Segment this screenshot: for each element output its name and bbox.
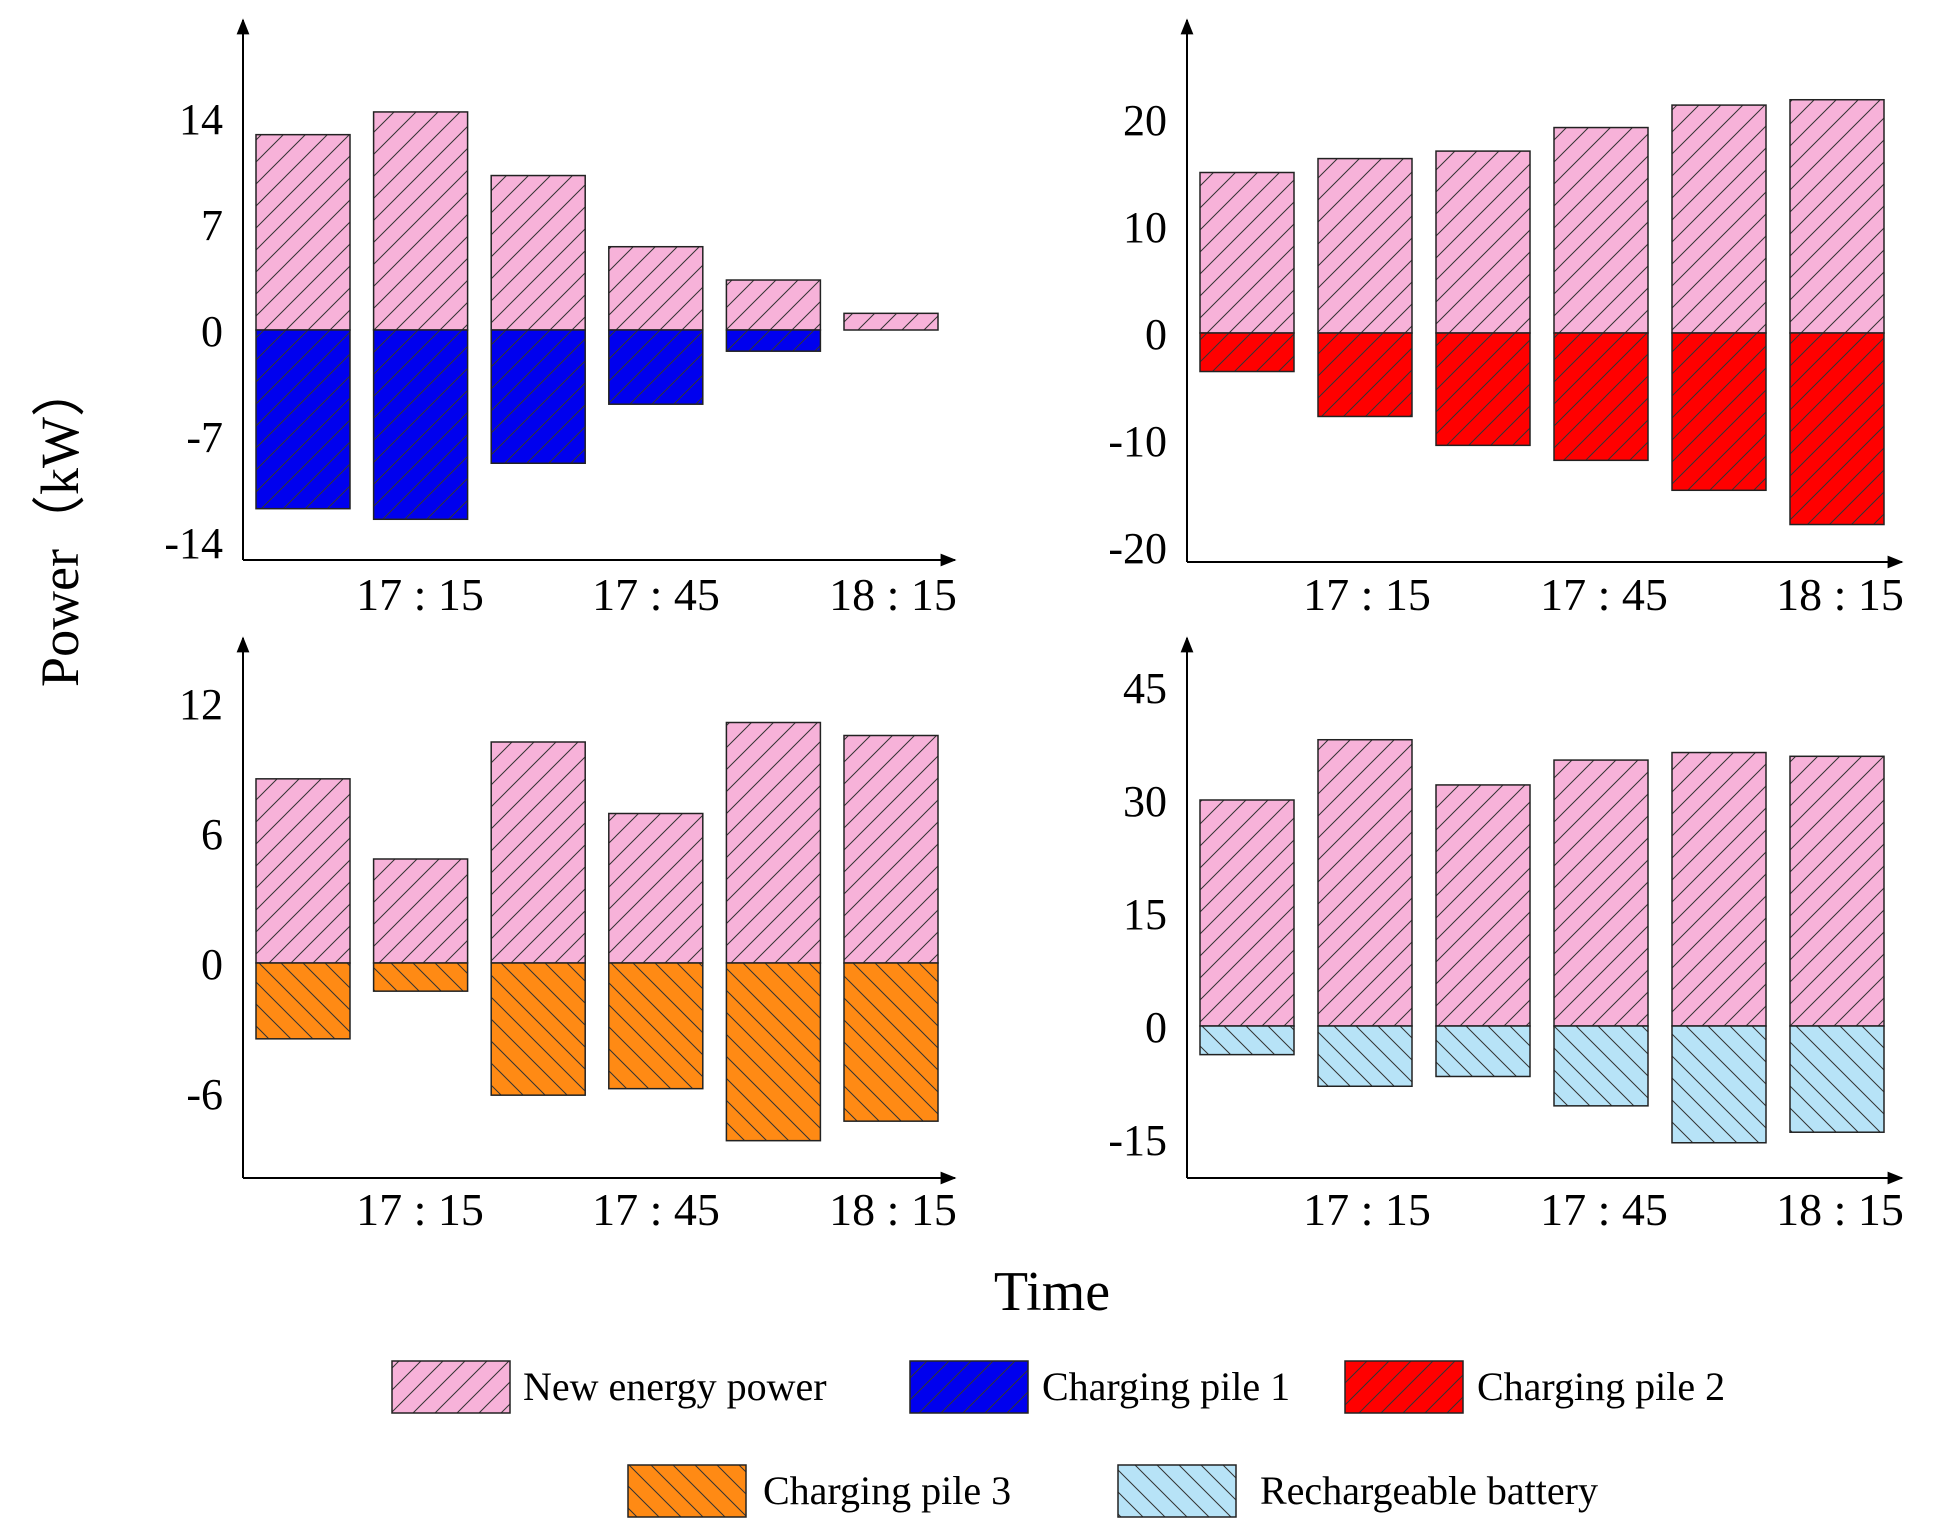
bar-hatch-new_energy-3 [1435,150,1531,334]
panel-bottom-right: 45 30 15 0 -15 17 : 15 17 : 45 18 : 15 [1108,636,1904,1235]
legend-label-pile3: Charging pile 3 [763,1468,1011,1513]
x-axis-label: Time [994,1261,1110,1323]
bar-hatch-pile2-2 [1317,332,1413,418]
bar-hatch-new_energy-1 [1199,171,1295,334]
bar-hatch-pile2-5 [1671,332,1767,492]
y-axis-label: Power（kW） [30,363,90,687]
legend-swatch-hatch-battery [1117,1464,1237,1518]
bar-hatch-new_energy-4 [608,245,704,331]
bar-hatch-new_energy-4 [1553,759,1649,1027]
y-tick-label: -7 [186,413,223,462]
bar-hatch-battery-1 [1199,1025,1295,1056]
y-tick-label: 7 [201,201,223,250]
x-tick-label: 18 : 15 [829,569,957,620]
bar-hatch-pile1-1 [255,329,351,510]
bar-hatch-pile2-4 [1553,332,1649,462]
y-tick-label: -10 [1108,417,1167,466]
x-tick-label: 18 : 15 [829,1184,957,1235]
bar-hatch-pile2-6 [1789,332,1885,526]
legend: New energy power Charging pile 1 Charging … [391,1360,1725,1518]
legend-swatch-hatch-new_energy [391,1360,511,1414]
y-tick-label: -14 [164,519,223,568]
bar-hatch-pile3-1 [255,962,351,1040]
y-tick-label: -6 [186,1070,223,1119]
bar-hatch-new_energy-1 [255,778,351,964]
bar-hatch-pile1-4 [608,329,704,405]
bar-hatch-new_energy-3 [1435,784,1531,1027]
bar-hatch-pile3-3 [490,962,586,1096]
bar-hatch-new_energy-5 [725,721,822,964]
bar-hatch-new_energy-2 [1317,157,1413,334]
bar-hatch-pile1-5 [725,329,822,352]
bar-hatch-pile3-6 [843,962,939,1122]
y-tick-label: 6 [201,810,223,859]
bar-hatch-new_energy-3 [490,174,586,331]
legend-swatch-hatch-pile2 [1344,1360,1464,1414]
bar-hatch-new_energy-5 [1671,751,1767,1027]
x-tick-label: 17 : 15 [1303,1184,1431,1235]
bar-hatch-new_energy-4 [1553,126,1649,334]
bar-hatch-pile3-5 [725,962,822,1142]
y-tick-label: 15 [1123,890,1167,939]
panel-top-left: 14 7 0 -7 -14 17 : 15 17 : 45 18 : 15 [164,18,957,620]
bar-hatch-pile2-1 [1199,332,1295,373]
bar-hatch-new_energy-5 [725,279,822,331]
y-tick-label: 45 [1123,664,1167,713]
bar-hatch-new_energy-1 [255,133,351,331]
bar-hatch-new_energy-3 [490,741,586,964]
panel-top-right: 20 10 0 -10 -20 17 : 15 17 : 45 18 : 15 [1108,18,1904,620]
bar-hatch-battery-4 [1553,1025,1649,1107]
y-tick-label: 12 [179,680,223,729]
y-tick-label: 20 [1123,96,1167,145]
y-tick-label: 14 [179,95,223,144]
x-tick-label: 17 : 15 [1303,569,1431,620]
x-tick-label: 17 : 15 [356,569,484,620]
legend-label-new_energy: New energy power [523,1364,827,1409]
x-tick-label: 18 : 15 [1776,569,1904,620]
y-tick-label: -20 [1108,524,1167,573]
bar-hatch-pile1-3 [490,329,586,465]
bar-hatch-pile3-4 [608,962,704,1090]
bar-hatch-new_energy-4 [608,812,704,964]
x-tick-label: 17 : 45 [1540,1184,1668,1235]
y-tick-label: 10 [1123,203,1167,252]
x-tick-label: 17 : 45 [1540,569,1668,620]
bar-hatch-new_energy-5 [1671,104,1767,334]
y-tick-label: 0 [201,940,223,989]
y-tick-label: -15 [1108,1116,1167,1165]
panel-bottom-left: 12 6 0 -6 17 : 15 17 : 45 18 : 15 [179,636,957,1235]
bar-hatch-new_energy-2 [372,858,469,964]
x-tick-label: 17 : 45 [592,569,720,620]
y-tick-label: 0 [1145,1003,1167,1052]
bar-hatch-new_energy-6 [1789,755,1885,1027]
bar-hatch-battery-6 [1789,1025,1885,1133]
y-tick-label: 30 [1123,777,1167,826]
bar-hatch-battery-5 [1671,1025,1767,1144]
bar-hatch-new_energy-1 [1199,799,1295,1027]
bar-hatch-new_energy-6 [1789,98,1885,334]
x-tick-label: 17 : 45 [592,1184,720,1235]
x-tick-label: 17 : 15 [356,1184,484,1235]
x-tick-label: 18 : 15 [1776,1184,1904,1235]
bar-hatch-pile2-3 [1435,332,1531,447]
legend-label-battery: Rechargeable battery [1260,1468,1598,1513]
legend-label-pile2: Charging pile 2 [1477,1364,1725,1409]
bar-hatch-new_energy-2 [372,111,469,331]
bar-hatch-pile1-2 [372,329,469,521]
bar-hatch-battery-3 [1435,1025,1531,1078]
legend-swatch-hatch-pile3 [627,1464,747,1518]
legend-swatch-hatch-pile1 [909,1360,1029,1414]
bar-hatch-new_energy-2 [1317,738,1413,1027]
legend-label-pile1: Charging pile 1 [1042,1364,1290,1409]
bar-hatch-pile3-2 [372,962,469,992]
bar-hatch-battery-2 [1317,1025,1413,1088]
bar-hatch-new_energy-6 [843,734,939,964]
bar-hatch-new_energy-6 [843,312,939,331]
y-tick-label: 0 [1145,310,1167,359]
y-tick-label: 0 [201,307,223,356]
